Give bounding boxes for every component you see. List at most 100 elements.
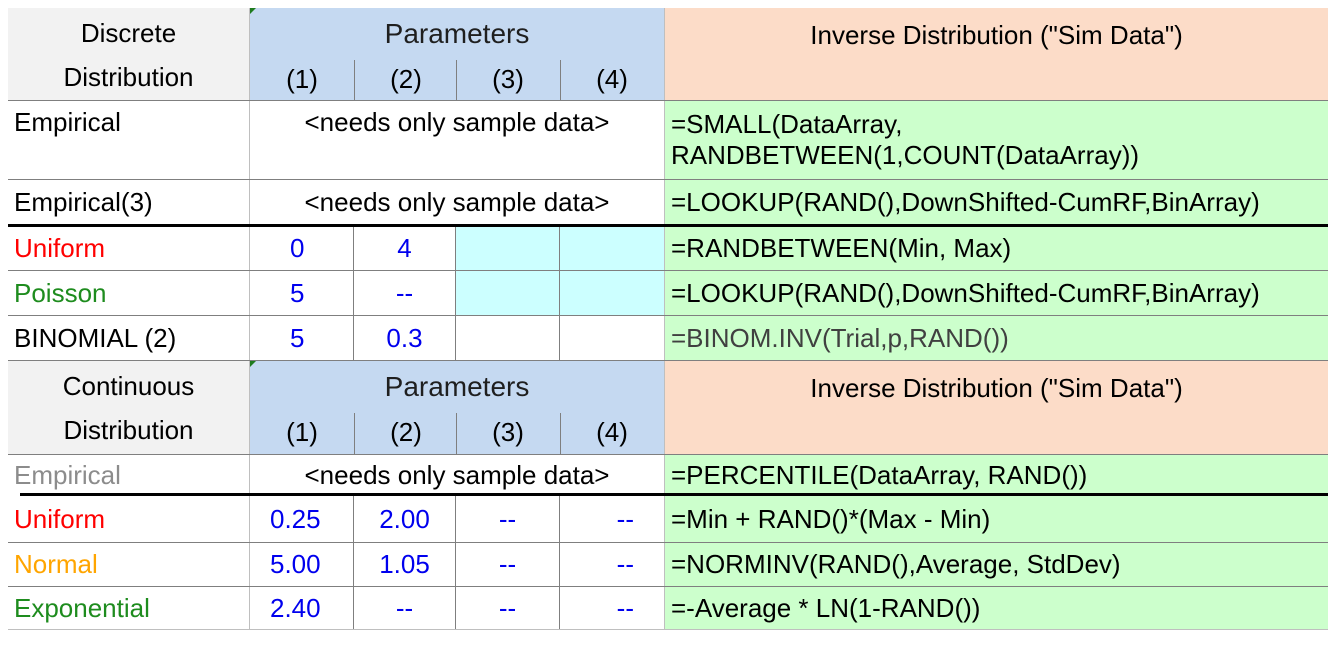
section-separator (8, 224, 1328, 227)
param-4-cell[interactable]: -- (560, 543, 664, 586)
param-divider (354, 413, 355, 454)
param-value: -- (395, 592, 414, 623)
param-divider (354, 60, 355, 100)
header-line-2: Distribution (63, 62, 194, 92)
param-2-cell[interactable]: 0.3 (354, 316, 456, 360)
param-3-cell[interactable]: -- (456, 587, 560, 629)
formula-cell[interactable]: =PERCENTILE(DataArray, RAND()) (664, 455, 1328, 495)
formula-text: =-Average * LN(1-RAND()) (671, 592, 981, 623)
param-4-cell[interactable] (560, 227, 664, 270)
param-1-cell[interactable]: 5 (250, 271, 354, 315)
table-row: Empirical <needs only sample data> =SMAL… (8, 101, 1328, 179)
table-row: Poisson 5 -- =LOOKUP(RAND(),DownShifted-… (8, 271, 1328, 315)
inverse-distribution-header-cell[interactable]: Inverse Distribution ("Sim Data") (664, 361, 1328, 454)
formula-cell[interactable]: =LOOKUP(RAND(),DownShifted-CumRF,BinArra… (664, 180, 1328, 224)
row-divider (8, 179, 1328, 180)
merged-parameter-cell[interactable]: <needs only sample data> (250, 455, 664, 495)
parameters-title: Parameters (384, 18, 530, 49)
row-divider (8, 315, 1328, 316)
param-1-cell[interactable]: 2.40 (250, 587, 354, 629)
formula-cell[interactable]: =NORMINV(RAND(),Average, StdDev) (664, 543, 1328, 586)
param-2-cell[interactable]: -- (354, 587, 456, 629)
parameters-header-cell[interactable]: Parameters (1) (2) (3) (4) (250, 8, 664, 100)
distribution-name: Exponential (14, 592, 150, 623)
param-1-cell[interactable]: 5.00 (250, 543, 354, 586)
table-row: Uniform 0.25 2.00 -- -- =Min + RAND()*(M… (8, 496, 1328, 542)
param-4-cell[interactable]: -- (560, 587, 664, 629)
table-row: BINOMIAL (2) 5 0.3 =BINOM.INV(Trial,p,RA… (8, 316, 1328, 360)
table-row: Uniform 0 4 =RANDBETWEEN(Min, Max) (8, 227, 1328, 270)
param-1-cell[interactable]: 0 (250, 227, 354, 270)
formula-text: =BINOM.INV(Trial,p,RAND()) (671, 322, 1009, 353)
param-value: 0.3 (386, 322, 423, 353)
param-value: 0.25 (270, 503, 321, 534)
param-value: 0 (290, 233, 305, 263)
param-4-cell[interactable]: -- (560, 496, 664, 542)
formula-text: =Min + RAND()*(Max - Min) (671, 503, 991, 534)
param-3-cell[interactable] (456, 227, 560, 270)
inverse-title: Inverse Distribution ("Sim Data") (810, 20, 1183, 50)
distribution-name: BINOMIAL (2) (14, 322, 177, 353)
param-3-cell[interactable]: -- (456, 543, 560, 586)
param-4-cell[interactable] (560, 271, 664, 315)
inverse-distribution-header-cell[interactable]: Inverse Distribution ("Sim Data") (664, 8, 1328, 100)
param-4-cell[interactable] (560, 316, 664, 360)
distribution-name-cell[interactable]: Empirical (8, 455, 250, 495)
distribution-name-cell[interactable]: Poisson (8, 271, 250, 315)
param-num-2: (2) (390, 417, 422, 447)
param-num-1: (1) (286, 64, 318, 94)
param-num-2: (2) (390, 64, 422, 94)
merged-parameter-cell[interactable]: <needs only sample data> (250, 180, 664, 224)
param-2-cell[interactable]: 1.05 (354, 543, 456, 586)
formula-text: =NORMINV(RAND(),Average, StdDev) (671, 549, 1121, 579)
table-row: Exponential 2.40 -- -- -- =-Average * LN… (8, 587, 1328, 629)
row-divider (8, 360, 1328, 361)
distribution-name-cell[interactable]: Uniform (8, 227, 250, 270)
sample-data-note: <needs only sample data> (304, 107, 610, 137)
param-value: 2.00 (379, 503, 430, 534)
param-1-cell[interactable]: 5 (250, 316, 354, 360)
formula-cell[interactable]: =Min + RAND()*(Max - Min) (664, 496, 1328, 542)
formula-cell[interactable]: =BINOM.INV(Trial,p,RAND()) (664, 316, 1328, 360)
table-row: Normal 5.00 1.05 -- -- =NORMINV(RAND(),A… (8, 543, 1328, 586)
formula-line-2: RANDBETWEEN(1,COUNT(DataArray)) (671, 140, 1140, 170)
inverse-title: Inverse Distribution ("Sim Data") (810, 373, 1183, 403)
param-value: 2.40 (270, 592, 321, 623)
param-3-cell[interactable] (456, 316, 560, 360)
cell-comment-marker (250, 361, 256, 367)
param-value: -- (616, 592, 634, 623)
param-divider (456, 60, 457, 100)
distribution-name-cell[interactable]: Empirical(3) (8, 180, 250, 224)
param-2-cell[interactable]: -- (354, 271, 456, 315)
param-2-cell[interactable]: 2.00 (354, 496, 456, 542)
param-value: 4 (397, 233, 412, 263)
continuous-distribution-header-cell[interactable]: Continuous Distribution (8, 361, 250, 454)
param-1-cell[interactable]: 0.25 (250, 496, 354, 542)
table-row: Empirical <needs only sample data> =PERC… (8, 455, 1328, 495)
formula-cell[interactable]: =RANDBETWEEN(Min, Max) (664, 227, 1328, 270)
distribution-name-cell[interactable]: Empirical (8, 101, 250, 179)
param-num-4: (4) (596, 417, 628, 447)
merged-parameter-cell[interactable]: <needs only sample data> (250, 101, 664, 179)
distribution-name: Empirical (14, 107, 121, 137)
distribution-name: Uniform (14, 503, 106, 534)
param-3-cell[interactable] (456, 271, 560, 315)
formula-cell[interactable]: =SMALL(DataArray, RANDBETWEEN(1,COUNT(Da… (664, 101, 1328, 179)
distribution-name-cell[interactable]: Normal (8, 543, 250, 586)
section-separator (20, 493, 1328, 496)
param-num-3: (3) (492, 64, 524, 94)
param-3-cell[interactable]: -- (456, 496, 560, 542)
cell-comment-marker (250, 8, 256, 14)
distribution-name-cell[interactable]: Uniform (8, 496, 250, 542)
param-2-cell[interactable]: 4 (354, 227, 456, 270)
distribution-name-cell[interactable]: BINOMIAL (2) (8, 316, 250, 360)
formula-cell[interactable]: =-Average * LN(1-RAND()) (664, 587, 1328, 629)
formula-line-1: =SMALL(DataArray, (671, 109, 903, 139)
distribution-name-cell[interactable]: Exponential (8, 587, 250, 629)
param-value: -- (395, 277, 414, 308)
discrete-distribution-header-cell[interactable]: Discrete Distribution (8, 8, 250, 100)
formula-cell[interactable]: =LOOKUP(RAND(),DownShifted-CumRF,BinArra… (664, 271, 1328, 315)
row-divider (8, 270, 1328, 271)
distribution-name: Poisson (14, 277, 107, 308)
parameters-header-cell[interactable]: Parameters (1) (2) (3) (4) (250, 361, 664, 454)
